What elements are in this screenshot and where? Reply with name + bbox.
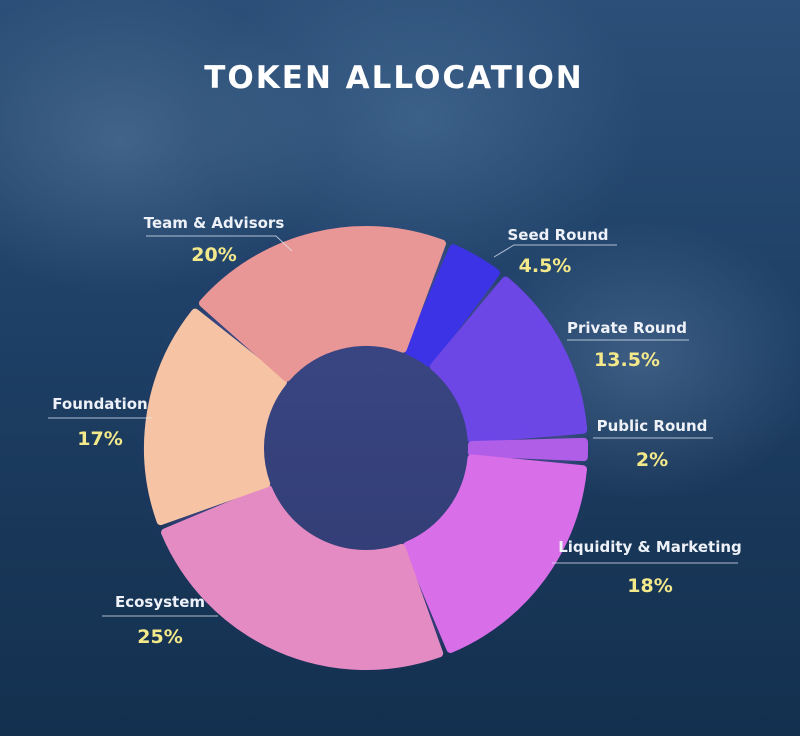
slice-seed-round (404, 244, 500, 367)
label-liquidity-and-marketing: Liquidity & Marketing (558, 538, 742, 556)
leader-line-seed-round (493, 244, 617, 258)
slice-public-round (467, 437, 588, 462)
slice-ecosystem (161, 485, 444, 670)
label-team-and-advisors: Team & Advisors (144, 214, 285, 232)
slice-team-and-advisors (198, 226, 446, 382)
slice-liquidity-and-marketing (403, 454, 587, 653)
label-private-round: Private Round (567, 319, 687, 337)
label-public-round: Public Round (597, 417, 708, 435)
value-team-and-advisors: 20% (191, 244, 236, 266)
value-ecosystem: 25% (137, 626, 182, 648)
value-public-round: 2% (636, 449, 668, 471)
label-seed-round: Seed Round (507, 226, 608, 244)
donut-slices (144, 226, 588, 670)
label-foundation: Foundation (52, 395, 147, 413)
slice-private-round (429, 276, 588, 444)
value-liquidity-and-marketing: 18% (627, 575, 672, 597)
value-foundation: 17% (77, 428, 122, 450)
value-private-round: 13.5% (594, 349, 660, 371)
value-seed-round: 4.5% (519, 255, 572, 277)
slice-labels: Seed Round 4.5% Private Round 13.5% Public R… (48, 214, 742, 648)
label-ecosystem: Ecosystem (115, 593, 205, 611)
slice-foundation (144, 308, 287, 526)
chart-title: TOKEN ALLOCATION (204, 60, 584, 96)
leader-line-team-and-advisors (146, 235, 293, 252)
